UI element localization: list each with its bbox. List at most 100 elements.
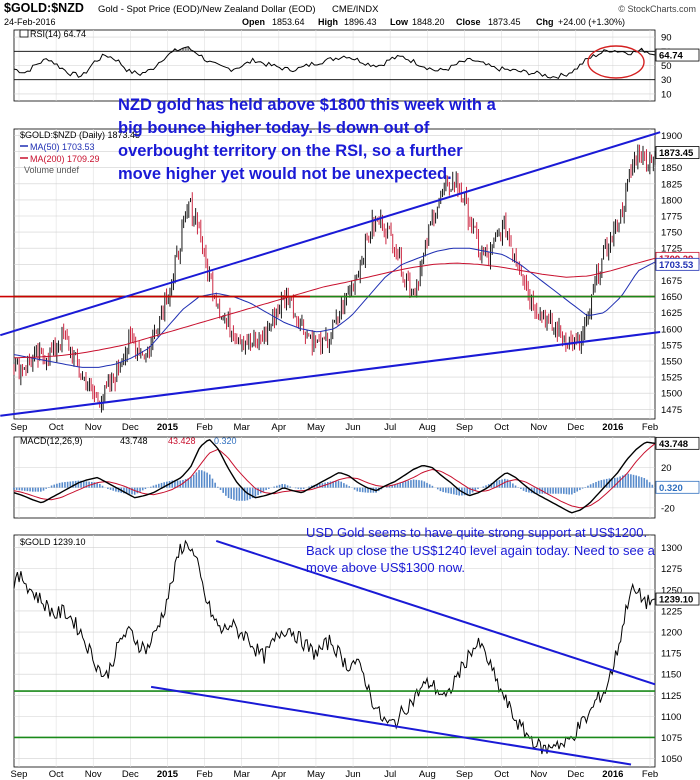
macd-last-label: 43.748 [659,439,688,450]
price-tick-label: 1650 [661,292,682,303]
x-tick-label: 2015 [157,769,179,780]
upper-trend-line [0,131,661,337]
x-tick-label: Feb [196,769,212,780]
close-value: 1873.45 [488,17,521,27]
brand-watermark: © StockCharts.com [618,4,696,14]
legend-swatch [19,29,29,38]
x-tick-label: Nov [85,769,102,780]
panel-frames [13,29,656,768]
macd-legend: MACD(12,26,9) 43.748 43.428 0.320 [20,436,237,446]
x-tick-label: Aug [419,422,436,433]
ticker-exchange: CME/INDX [332,4,379,15]
usd-last-label: 1239.10 [659,595,693,606]
usd-tick-label: 1250 [661,585,682,596]
usd-tick-label: 1175 [661,649,681,660]
usd-last-label-box [655,592,700,606]
price-tick-label: 1600 [661,324,682,335]
rsi-tick-label: 50 [661,61,672,72]
x-tick-label: Nov [85,422,102,433]
x-tick-label: Dec [122,422,139,433]
price-tick-label: 1575 [661,340,682,351]
x-tick-label: Dec [567,422,584,433]
ma200-line [13,257,656,359]
rsi-legend: RSI(14) 64.74 [19,29,86,39]
price-tick-label: 1825 [661,179,682,190]
price-tick-label: 1725 [661,244,682,255]
price-frame [13,128,656,420]
x-tick-label: Jun [345,422,360,433]
macd-tick-label: 20 [661,463,672,474]
macd-last-label-box [655,436,700,450]
x-tick-label: 2016 [602,769,623,780]
macd-line [13,438,656,514]
x-tick-label: Jul [384,422,396,433]
chg-value: +24.00 (+1.30%) [558,17,625,27]
rsi-legend-text: RSI(14) 64.74 [30,29,86,39]
price-tick-label: 1525 [661,373,682,384]
x-tick-label: Mar [234,422,250,433]
usd-tick-label: 1050 [661,754,682,765]
x-axis-labels: Sep Sep Oct Oct Nov Nov Dec Dec 2015 2015 Feb Feb Ma… [11,422,659,780]
rsi-line [13,46,656,80]
price-tick-label: 1900 [661,131,682,142]
usd-gold-panel: 1300 1275 1250 1225 1200 1175 1150 1125 1100 1075… [13,539,700,766]
rsi-tick-label: 10 [661,89,672,100]
ticker-description: Gold - Spot Price (EOD)/New Zealand Doll… [98,4,316,15]
low-label: Low [390,17,409,27]
usd-tick-label: 1075 [661,733,682,744]
x-tick-label: Apr [271,769,286,780]
price-tick-label: 1850 [661,163,682,174]
x-tick-label: Oct [494,422,509,433]
ma200-legend-text: MA(200) 1709.29 [30,154,100,164]
x-tick-label: Jul [384,769,396,780]
price-tick-label: 1475 [661,405,682,416]
macd-legend-signal: 43.428 [168,436,196,446]
x-tick-label: May [307,769,325,780]
usd-annotation: USD Gold seems to have quite strong supp… [306,525,655,575]
macd-tick-label: -20 [661,503,675,514]
x-tick-label: Nov [530,769,547,780]
x-tick-label: Sep [11,422,28,433]
rsi-tick-label: 30 [661,75,672,86]
x-tick-label: Oct [49,769,64,780]
nzd-annotation-box: NZD gold has held above $1800 this week … [118,96,496,183]
low-value: 1848.20 [412,17,445,27]
price-legend: $GOLD:$NZD (Daily) 1873.45 MA(50) 1703.5… [20,130,140,175]
usd-gold-legend: $GOLD 1239.10 [20,537,86,547]
usd-tick-label: 1200 [661,628,682,639]
usd-gold-line [13,539,656,755]
ma50-last-label: 1703.53 [659,260,693,271]
price-tick-label: 1800 [661,195,682,206]
usd-tick-label: 1225 [661,606,682,617]
x-tick-label: Jun [345,769,360,780]
ma50-last-label-box [655,257,700,271]
x-tick-label: Dec [567,769,584,780]
macd-legend-prefix: MACD(12,26,9) [20,436,83,446]
x-tick-label: Oct [49,422,64,433]
x-tick-label: Feb [642,769,658,780]
x-tick-label: 2016 [602,422,623,433]
open-label: Open [242,17,265,27]
rsi-overbought-circle [587,45,645,79]
rsi-last-value: 64.74 [659,51,683,62]
x-tick-label: Feb [642,422,658,433]
x-tick-label: Oct [494,769,509,780]
price-tick-label: 1675 [661,276,682,287]
x-tick-label: Aug [419,769,436,780]
high-label: High [318,17,338,27]
macd-hist-label: 0.320 [659,483,683,494]
x-tick-label: Feb [196,422,212,433]
open-value: 1853.64 [272,17,305,27]
macd-legend-hist: 0.320 [214,436,237,446]
price-tick-label: 1775 [661,212,682,223]
ma50-line [13,247,656,368]
x-tick-label: Dec [122,769,139,780]
usd-upper-trend-line [215,539,656,686]
usd-tick-label: 1125 [661,691,681,702]
usd-tick-label: 1300 [661,543,682,554]
x-tick-label: Sep [456,769,473,780]
x-tick-label: 2015 [157,422,179,433]
rsi-tick-label: 90 [661,33,672,44]
price-tick-label: 1500 [661,389,682,400]
